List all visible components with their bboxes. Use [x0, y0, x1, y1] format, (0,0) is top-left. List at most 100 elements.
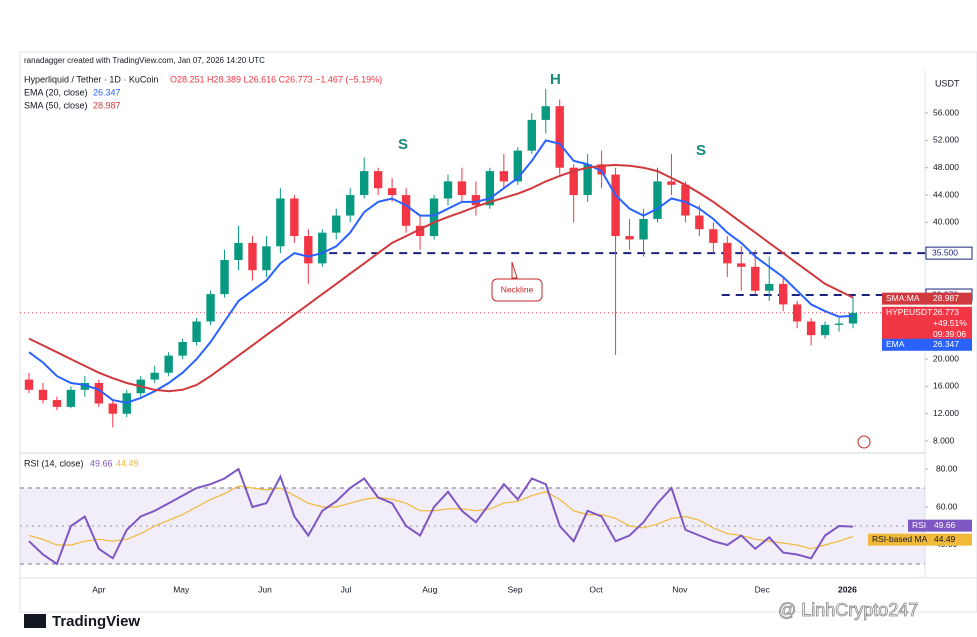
callout-text: Neckline [501, 284, 534, 294]
x-tick-label: 2026 [838, 584, 857, 594]
candle-body [695, 215, 704, 230]
rsi-ma-legend-value: 44.49 [116, 458, 139, 468]
candle-body [737, 263, 746, 267]
candle-body [499, 171, 509, 182]
candle-body [192, 321, 201, 342]
candle-body [387, 188, 397, 196]
candle-body [653, 181, 662, 219]
candle-body [80, 382, 90, 390]
rsi-y-tick-label: 60.00 [936, 501, 958, 511]
shoulder-label: S [696, 142, 706, 159]
symbol-title: Hyperliquid / Tether · 1D · KuCoin [24, 74, 158, 84]
x-tick-label: Jun [258, 584, 272, 594]
candle-body [248, 242, 257, 271]
rsi-tag-name: RSI [912, 520, 926, 530]
price-tag-name: EMA [886, 339, 905, 349]
x-tick-label: Aug [422, 584, 437, 594]
brand: TradingView [52, 613, 140, 630]
y-tick-label: 8.000 [933, 435, 955, 445]
x-tick-label: Nov [672, 584, 688, 594]
rsi-line [28, 467, 854, 566]
candle-body [290, 198, 299, 237]
rsi-tag-value: 49.66 [934, 520, 956, 530]
x-tick-label: Oct [589, 584, 603, 594]
candle-body [429, 198, 439, 237]
callout-box [491, 278, 543, 302]
level-tag-label: 35.500 [932, 247, 958, 257]
rsi-tag [868, 533, 972, 546]
candle-body [723, 242, 732, 264]
price-tag [882, 306, 972, 343]
rsi-legend-value: 49.66 [90, 458, 113, 468]
credit: ranadagger created with TradingView.com,… [24, 56, 265, 65]
currency: USDT [935, 78, 960, 88]
rsi-tag-value: 44.49 [934, 534, 956, 544]
candle-body [66, 389, 76, 407]
alert-icon [857, 435, 871, 449]
candle-body [513, 150, 523, 182]
candle-body [709, 229, 718, 243]
rsi-tag [908, 519, 972, 532]
x-tick-label: Dec [755, 584, 771, 594]
candle-body [359, 171, 369, 196]
y-tick-label: 44.000 [933, 189, 959, 199]
frame [19, 51, 977, 613]
candle-body [38, 389, 48, 401]
candle-body [778, 283, 788, 305]
candle-body [806, 321, 816, 336]
ma-line [28, 139, 854, 404]
candle-body [681, 184, 690, 216]
candle-body [164, 355, 173, 373]
candle-body [52, 400, 62, 407]
candle-body [108, 403, 117, 414]
candle-body [443, 181, 453, 199]
candle-body [178, 341, 187, 356]
candle-body [276, 198, 285, 247]
candle-body [415, 225, 425, 237]
callout-pointer [511, 261, 518, 279]
candle-body [541, 106, 550, 120]
candle-body [751, 266, 760, 291]
price-tag-extra: +49.51% [933, 318, 967, 328]
price-tag-value: 28.987 [933, 293, 959, 303]
price-tag-value: 26.773 [933, 307, 959, 317]
candle-body [485, 171, 495, 206]
rsi-legend: RSI (14, close) [24, 458, 84, 468]
y-tick-label: 12.000 [933, 408, 959, 418]
candle-body [848, 312, 858, 324]
candle-body [569, 167, 578, 196]
candle-body [318, 232, 327, 264]
price-tag-name: SMA:MA [886, 293, 920, 303]
x-tick-label: Sep [507, 584, 522, 594]
candle-body [792, 304, 802, 322]
ema-legend-value: 26.347 [93, 87, 121, 97]
candle-body [765, 283, 774, 291]
y-tick-label: 40.000 [933, 217, 959, 227]
ohlc: O28.251 H28.389 L26.616 C26.773 −1.467 (… [170, 74, 382, 84]
candle-body [94, 382, 104, 404]
y-tick-label: 16.000 [933, 381, 959, 391]
candle-body [24, 379, 34, 390]
price-tag-extra: 09:39:06 [933, 329, 966, 339]
candle-body [373, 171, 383, 189]
price-tag-value: 26.347 [933, 339, 959, 349]
ema-legend: EMA (20, close) [24, 87, 88, 97]
price-tag [882, 292, 972, 305]
y-tick-label: 56.000 [933, 107, 959, 117]
candle-body [834, 323, 844, 325]
rsi-ma-line [28, 485, 854, 550]
candle-body [304, 236, 313, 264]
candle-body [220, 259, 229, 295]
candle-body [346, 195, 355, 216]
candle-body [625, 236, 634, 240]
shoulder-label: S [398, 136, 408, 153]
candle-body [583, 164, 592, 196]
candle-body [555, 106, 564, 168]
x-tick-label: Jul [341, 584, 352, 594]
candle-body [262, 246, 271, 271]
y-tick-label: 48.000 [933, 162, 959, 172]
y-tick-label: 20.000 [933, 353, 959, 363]
price-tag-name: HYPEUSDT [886, 307, 932, 317]
candle-body [471, 195, 481, 206]
